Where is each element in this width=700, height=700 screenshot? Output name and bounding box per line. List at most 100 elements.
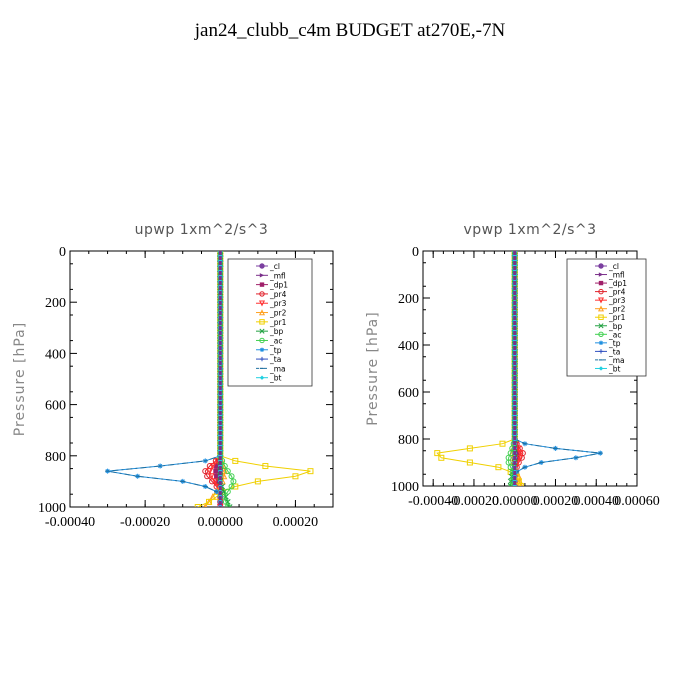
legend-label: _ac xyxy=(269,336,282,345)
data-point xyxy=(226,504,233,507)
x-tick-label: 0.00040 xyxy=(573,494,619,509)
data-point xyxy=(214,473,220,479)
x-tick-label: 0.00020 xyxy=(533,494,579,509)
data-point xyxy=(220,472,228,480)
data-point xyxy=(228,473,235,480)
x-tick-label: -0.00040 xyxy=(408,494,458,509)
legend-label: _bt xyxy=(608,364,621,373)
data-point xyxy=(262,463,269,470)
x-tick-label: 0.00020 xyxy=(273,515,319,530)
legend-label: _pr3 xyxy=(269,299,287,308)
data-point xyxy=(211,478,219,486)
y-tick-label: 1000 xyxy=(38,501,66,516)
legend-marker xyxy=(598,263,604,269)
y-tick-label: 200 xyxy=(45,296,66,311)
legend-label: _ma xyxy=(269,364,286,373)
chart-1: upwp 1xm^2/s^3 0 200 400 600 800 1000-0.00040 -… xyxy=(12,222,334,530)
data-point xyxy=(207,473,215,480)
x-tick-label: -0.00020 xyxy=(120,515,170,530)
y-axis-label: Pressure [hPa] xyxy=(365,311,381,425)
legend-label: _bp xyxy=(269,327,284,336)
legend-label: _tp xyxy=(269,346,282,355)
data-point xyxy=(202,468,209,475)
legend-label: _ma xyxy=(608,356,625,365)
legend-marker xyxy=(259,347,265,352)
y-tick-label: 800 xyxy=(45,450,66,465)
chart-2: vpwp 1xm^2/s^3 0 200 400 600 800 1000-0.00040-… xyxy=(365,222,660,509)
x-tick-label: -0.00040 xyxy=(45,515,95,530)
legend-label: _dp1 xyxy=(269,281,288,290)
legend-box xyxy=(227,258,313,387)
y-tick-label: 0 xyxy=(59,245,66,260)
legend-label: _pr4 xyxy=(608,288,626,297)
legend-marker xyxy=(598,272,604,277)
legend-marker xyxy=(259,356,265,362)
series-pr1 xyxy=(434,251,524,486)
data-point xyxy=(292,473,299,480)
legend-label: _bp xyxy=(608,322,623,331)
data-point xyxy=(307,468,314,475)
legend-marker xyxy=(259,375,265,380)
legend: _cl_mfl_dp1_pr4_pr3_pr2_pr1_bp_ac_tp_ta_… xyxy=(227,258,313,387)
legend-marker xyxy=(598,280,604,286)
legend-marker xyxy=(597,305,605,312)
x-tick-label: -0.00020 xyxy=(449,494,499,509)
data-point xyxy=(222,498,229,505)
legend-label: _dp1 xyxy=(608,279,627,288)
legend-marker xyxy=(259,291,265,297)
legend: _cl_mfl_dp1_pr4_pr3_pr2_pr1_bp_ac_tp_ta_… xyxy=(566,258,647,377)
x-tick-label: 0.00000 xyxy=(492,494,538,509)
data-point xyxy=(194,504,201,507)
data-point xyxy=(209,463,217,470)
legend-label: _ta xyxy=(608,347,620,356)
series-tp xyxy=(105,251,223,507)
y-tick-label: 400 xyxy=(45,347,66,362)
legend-label: _pr2 xyxy=(269,309,287,318)
y-tick-label: 200 xyxy=(398,292,419,307)
data-point xyxy=(230,478,237,485)
legend-label: _bt xyxy=(269,374,282,383)
legend-marker xyxy=(598,314,604,320)
legend-marker xyxy=(598,323,604,329)
data-point xyxy=(466,459,473,466)
data-point xyxy=(206,498,213,505)
legend-marker xyxy=(258,300,266,307)
legend-label: _cl xyxy=(269,262,280,271)
data-point xyxy=(224,488,231,495)
legend-marker xyxy=(259,273,265,278)
data-point xyxy=(499,440,506,447)
data-point xyxy=(434,450,441,457)
y-tick-label: 800 xyxy=(398,433,419,448)
legend-label: _ta xyxy=(269,355,281,364)
data-point xyxy=(206,468,214,475)
data-point xyxy=(224,468,231,475)
y-tick-label: 0 xyxy=(412,245,419,260)
y-tick-label: 600 xyxy=(45,399,66,414)
data-point xyxy=(495,464,502,471)
legend-label: _cl xyxy=(608,262,619,271)
data-point xyxy=(232,483,239,490)
x-tick-label: 0.00000 xyxy=(198,515,244,530)
chart-title: vpwp 1xm^2/s^3 xyxy=(463,222,596,238)
data-point xyxy=(221,467,229,475)
legend-label: _pr2 xyxy=(608,305,626,314)
data-point xyxy=(228,483,235,490)
plot-area xyxy=(105,251,314,507)
legend-marker xyxy=(259,282,265,287)
legend-label: _pr4 xyxy=(269,290,287,299)
plot-area xyxy=(434,251,603,486)
x-tick-label: 0.00060 xyxy=(614,494,660,509)
y-tick-label: 1000 xyxy=(391,480,419,495)
series-line xyxy=(107,251,221,507)
data-point xyxy=(517,483,524,486)
series-line xyxy=(107,251,221,507)
y-axis-label: Pressure [hPa] xyxy=(12,322,28,436)
data-point xyxy=(213,468,219,474)
data-point xyxy=(224,504,231,507)
y-tick-label: 600 xyxy=(398,386,419,401)
data-point xyxy=(214,463,220,469)
series-line xyxy=(436,251,522,486)
legend-marker xyxy=(259,263,265,269)
legend-label: _mfl xyxy=(608,271,625,280)
